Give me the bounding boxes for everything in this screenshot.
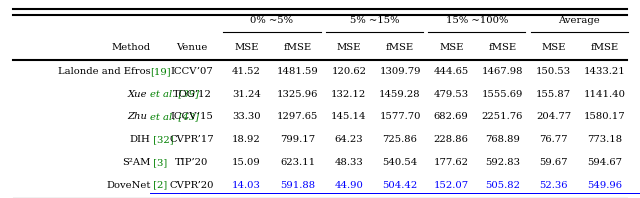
Text: 1433.21: 1433.21 [584, 67, 626, 76]
Text: S²AM: S²AM [122, 158, 150, 167]
Text: Lalonde and Efros: Lalonde and Efros [58, 67, 150, 76]
Text: MSE: MSE [439, 43, 463, 52]
Text: 773.18: 773.18 [588, 135, 622, 144]
Text: 76.77: 76.77 [540, 135, 568, 144]
Text: 505.82: 505.82 [485, 181, 520, 190]
Text: Venue: Venue [176, 43, 208, 52]
Text: 52.36: 52.36 [540, 181, 568, 190]
Text: 682.69: 682.69 [434, 112, 468, 121]
Text: fMSE: fMSE [284, 43, 312, 52]
Text: 64.23: 64.23 [335, 135, 363, 144]
Text: ICCV’07: ICCV’07 [171, 67, 213, 76]
Text: 41.52: 41.52 [232, 67, 261, 76]
Text: TOG’12: TOG’12 [173, 89, 211, 99]
Text: 799.17: 799.17 [280, 135, 315, 144]
Text: 1325.96: 1325.96 [277, 89, 318, 99]
Text: 592.83: 592.83 [485, 158, 520, 167]
Text: 623.11: 623.11 [280, 158, 315, 167]
Text: 2251.76: 2251.76 [482, 112, 523, 121]
Text: fMSE: fMSE [488, 43, 516, 52]
Text: [32]: [32] [150, 135, 174, 144]
Text: 1481.59: 1481.59 [276, 67, 319, 76]
Text: 1141.40: 1141.40 [584, 89, 626, 99]
Text: 504.42: 504.42 [382, 181, 418, 190]
Text: 150.53: 150.53 [536, 67, 571, 76]
Text: Average: Average [558, 16, 600, 25]
Text: [19]: [19] [150, 67, 171, 76]
Text: DIH: DIH [130, 135, 150, 144]
Text: 591.88: 591.88 [280, 181, 315, 190]
Text: 155.87: 155.87 [536, 89, 571, 99]
Text: MSE: MSE [337, 43, 361, 52]
Text: 5% ~15%: 5% ~15% [349, 16, 399, 25]
Text: 228.86: 228.86 [434, 135, 468, 144]
Text: Zhu: Zhu [127, 112, 150, 121]
Text: fMSE: fMSE [591, 43, 619, 52]
Text: 15% ~100%: 15% ~100% [445, 16, 508, 25]
Text: 152.07: 152.07 [434, 181, 468, 190]
Text: 1555.69: 1555.69 [482, 89, 523, 99]
Text: 204.77: 204.77 [536, 112, 571, 121]
Text: 1577.70: 1577.70 [380, 112, 420, 121]
Text: 444.65: 444.65 [433, 67, 469, 76]
Text: 479.53: 479.53 [434, 89, 468, 99]
Text: 1467.98: 1467.98 [482, 67, 523, 76]
Text: [3]: [3] [150, 158, 168, 167]
Text: 725.86: 725.86 [383, 135, 417, 144]
Text: 1309.79: 1309.79 [380, 67, 420, 76]
Text: Method: Method [111, 43, 150, 52]
Text: [2]: [2] [150, 181, 168, 190]
Text: 1297.65: 1297.65 [277, 112, 318, 121]
Text: 14.03: 14.03 [232, 181, 261, 190]
Text: 132.12: 132.12 [331, 89, 367, 99]
Text: 18.92: 18.92 [232, 135, 260, 144]
Text: 1459.28: 1459.28 [379, 89, 421, 99]
Text: 594.67: 594.67 [588, 158, 622, 167]
Text: 31.24: 31.24 [232, 89, 261, 99]
Text: CVPR’17: CVPR’17 [170, 135, 214, 144]
Text: 177.62: 177.62 [434, 158, 468, 167]
Text: MSE: MSE [541, 43, 566, 52]
Text: 120.62: 120.62 [332, 67, 366, 76]
Text: 549.96: 549.96 [588, 181, 622, 190]
Text: CVPR’20: CVPR’20 [170, 181, 214, 190]
Text: Xue: Xue [128, 89, 150, 99]
Text: 15.09: 15.09 [232, 158, 260, 167]
Text: 540.54: 540.54 [382, 158, 418, 167]
Text: 0% ~5%: 0% ~5% [250, 16, 294, 25]
Text: 768.89: 768.89 [485, 135, 520, 144]
Text: MSE: MSE [234, 43, 259, 52]
Text: DoveNet: DoveNet [106, 181, 150, 190]
Text: et al. [43]: et al. [43] [150, 112, 200, 121]
Text: TIP’20: TIP’20 [175, 158, 209, 167]
Text: ICCV’15: ICCV’15 [171, 112, 213, 121]
Text: 44.90: 44.90 [334, 181, 364, 190]
Text: 59.67: 59.67 [540, 158, 568, 167]
Text: 1580.17: 1580.17 [584, 112, 626, 121]
Text: 145.14: 145.14 [331, 112, 367, 121]
Text: et al. [39]: et al. [39] [150, 89, 200, 99]
Text: 48.33: 48.33 [335, 158, 363, 167]
Text: fMSE: fMSE [386, 43, 414, 52]
Text: 33.30: 33.30 [232, 112, 260, 121]
